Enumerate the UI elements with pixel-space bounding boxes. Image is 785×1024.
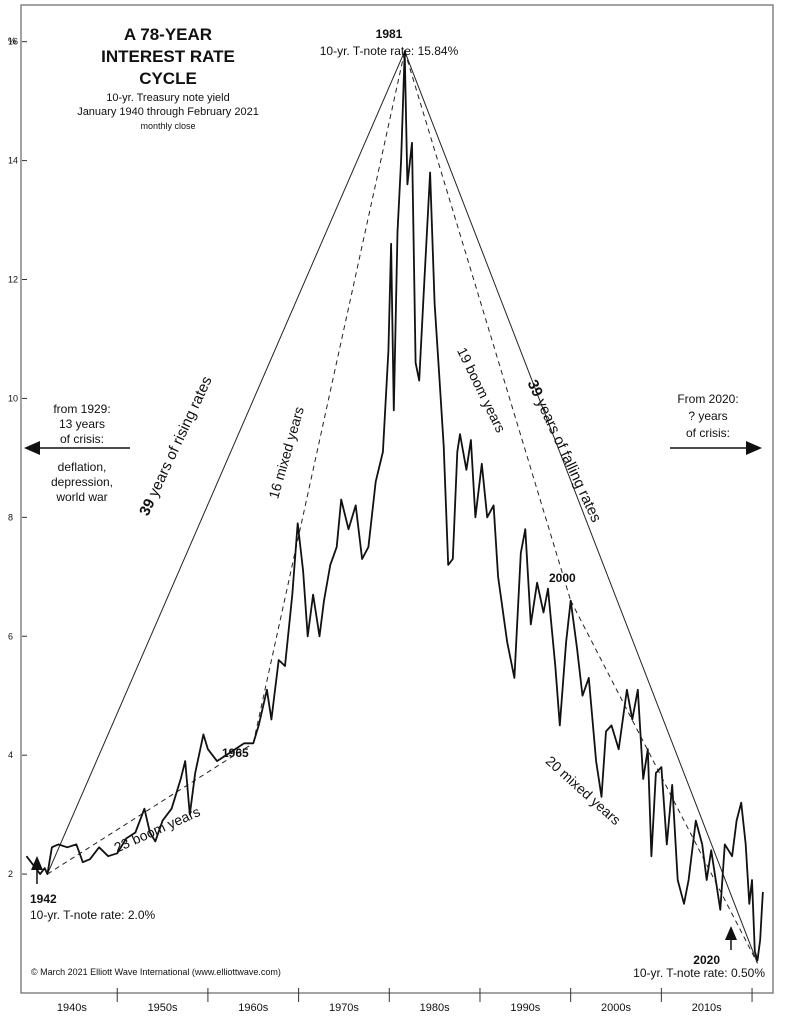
left-note-line-1: from 1929: — [53, 402, 110, 416]
dashed-trend-line — [47, 742, 254, 875]
chart-title-line-2: INTEREST RATE — [101, 47, 235, 66]
y-tick-label: 2 — [8, 869, 13, 879]
y-tick-label: 6 — [8, 631, 13, 641]
chart-subtitle-line-3: monthly close — [140, 121, 195, 131]
chart-subtitle-line-2: January 1940 through February 2021 — [77, 106, 259, 118]
low-1942-rate-label: 10-yr. T-note rate: 2.0% — [30, 908, 156, 922]
y-tick-label: 16 — [8, 37, 18, 47]
arrow-up-1942-icon — [31, 856, 43, 884]
left-list-line-2: depression, — [51, 475, 113, 489]
peak-rate-label: 10-yr. T-note rate: 15.84% — [320, 44, 459, 58]
x-tick-label: 1970s — [329, 1002, 359, 1014]
yield-series-line — [25, 50, 764, 962]
peak-year-label: 1981 — [376, 27, 403, 41]
x-tick-label: 1950s — [148, 1002, 178, 1014]
left-note-line-2: 13 years — [59, 417, 105, 431]
chart-title-line-3: CYCLE — [139, 69, 197, 88]
x-tick-label: 1960s — [238, 1002, 268, 1014]
right-note-line-2: ? years — [688, 409, 727, 423]
x-tick-label: 1980s — [420, 1002, 450, 1014]
right-note-line-3: of crisis: — [686, 426, 730, 440]
arrow-right-icon — [670, 441, 762, 455]
y-tick-label: 10 — [8, 393, 18, 403]
arrow-up-2020-icon — [725, 926, 737, 950]
y-tick-label: 8 — [8, 512, 13, 522]
low-1942-year-label: 1942 — [30, 892, 57, 906]
x-tick-label: 2000s — [601, 1002, 631, 1014]
y-tick-label: 14 — [8, 156, 18, 166]
chart-subtitle-line-1: 10-yr. Treasury note yield — [106, 92, 230, 104]
x-tick-label: 1990s — [510, 1002, 540, 1014]
low-2020-rate-label: 10-yr. T-note rate: 0.50% — [633, 966, 765, 980]
right-note-line-1: From 2020: — [677, 392, 738, 406]
chart-frame — [20, 4, 774, 994]
x-tick-label: 2010s — [692, 1002, 722, 1014]
label-1965: 1965 — [222, 746, 249, 760]
left-list-line-1: deflation, — [58, 460, 107, 474]
y-tick-label: 12 — [8, 275, 18, 285]
y-axis-unit: % — [8, 36, 16, 46]
chart-title-line-1: A 78-YEAR — [124, 25, 212, 44]
x-tick-label: 1940s — [57, 1002, 87, 1014]
arrow-left-icon — [24, 441, 130, 455]
copyright-text: © March 2021 Elliott Wave International … — [31, 967, 281, 977]
label-2000: 2000 — [549, 571, 576, 585]
left-list-line-3: world war — [55, 490, 107, 504]
left-note-line-3: of crisis: — [60, 432, 104, 446]
dashed-trend-line — [570, 600, 758, 964]
y-tick-label: 4 — [8, 750, 13, 760]
dashed-trend-line — [252, 51, 406, 744]
solid-trend-line — [404, 51, 758, 964]
dashed-trend-line — [404, 51, 572, 601]
low-2020-year-label: 2020 — [693, 953, 720, 967]
solid-trend-line — [46, 50, 406, 875]
